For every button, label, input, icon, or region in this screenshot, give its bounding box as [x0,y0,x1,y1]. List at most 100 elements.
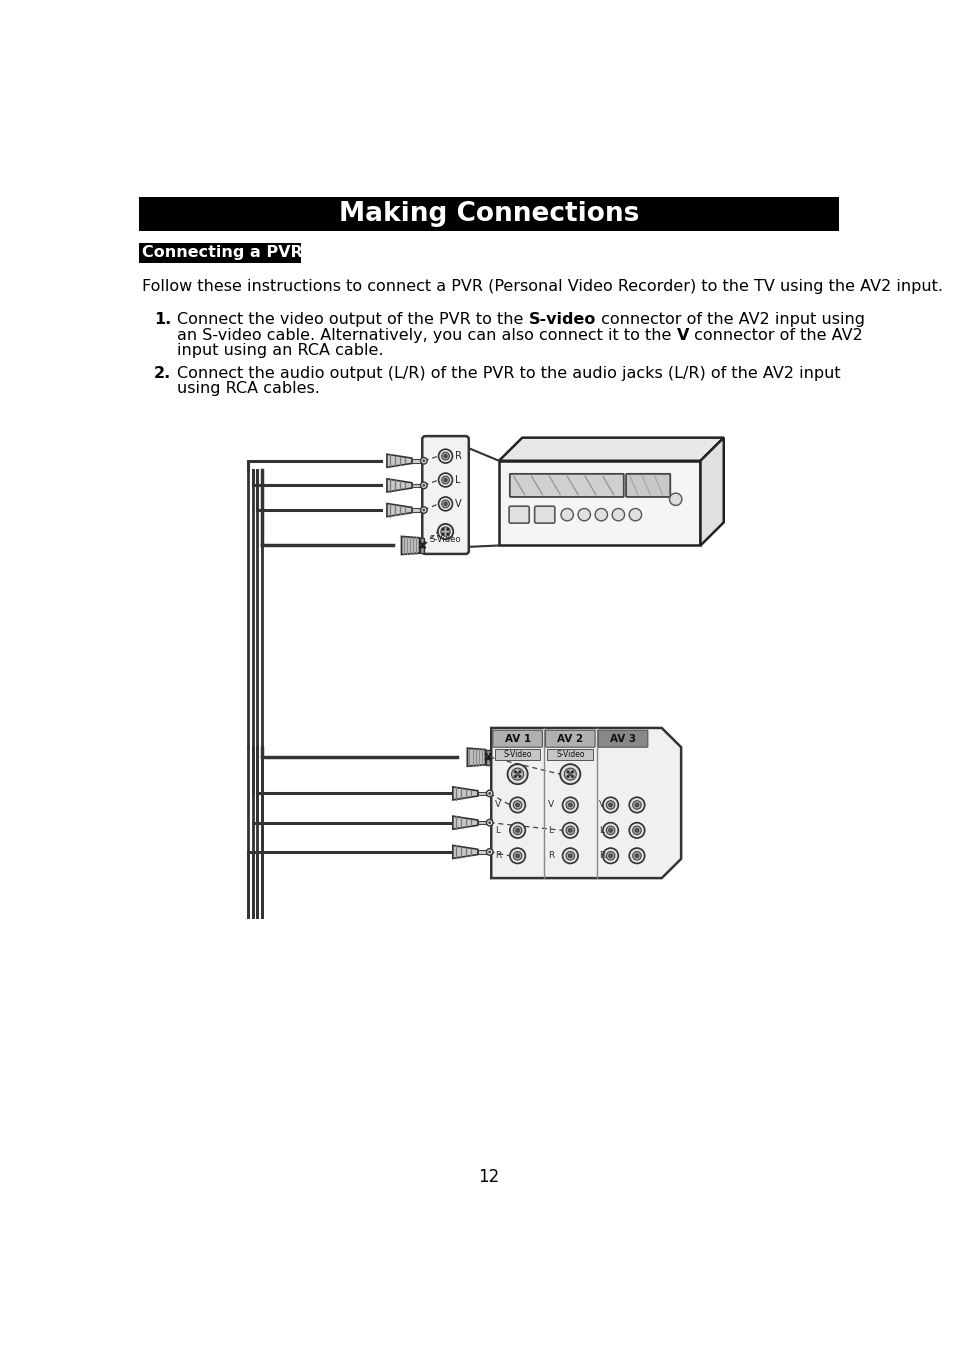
Text: R: R [455,451,461,462]
Circle shape [602,822,618,838]
Circle shape [440,526,450,536]
Circle shape [513,801,521,809]
Bar [138,243,301,263]
Polygon shape [419,537,423,554]
Circle shape [606,852,615,860]
Circle shape [486,849,493,855]
Circle shape [595,509,607,521]
Circle shape [511,768,523,780]
Polygon shape [387,479,412,491]
Text: 1.: 1. [154,312,172,327]
PathPatch shape [491,728,680,878]
Text: Connecting a PVR: Connecting a PVR [142,246,303,261]
Text: S-video: S-video [528,312,596,327]
Circle shape [566,775,569,778]
Text: S-Video: S-Video [556,751,584,759]
Text: L: L [547,826,552,834]
Polygon shape [467,748,485,767]
Polygon shape [700,437,723,545]
Circle shape [441,528,444,531]
Text: 12: 12 [477,1168,499,1185]
Circle shape [488,850,490,853]
Polygon shape [477,791,489,795]
Circle shape [486,790,493,796]
Circle shape [420,506,427,513]
Polygon shape [401,536,419,555]
Circle shape [509,848,525,864]
Circle shape [562,798,578,813]
Circle shape [632,801,640,809]
Circle shape [568,829,572,833]
Circle shape [562,848,578,864]
Circle shape [422,509,424,512]
Circle shape [422,460,424,462]
Text: using RCA cables.: using RCA cables. [177,382,320,397]
Circle shape [446,528,449,531]
Circle shape [420,482,427,489]
Circle shape [509,798,525,813]
Polygon shape [453,787,477,801]
Circle shape [629,822,644,838]
Text: V: V [455,500,461,509]
Circle shape [514,775,516,778]
Circle shape [441,533,444,535]
Polygon shape [412,459,423,463]
Circle shape [629,509,641,521]
Text: V: V [547,801,554,810]
Text: V: V [495,801,500,810]
Text: R: R [547,852,554,860]
FancyBboxPatch shape [534,506,555,524]
Circle shape [484,759,487,760]
Circle shape [602,798,618,813]
Polygon shape [477,850,489,853]
Text: R: R [598,852,604,860]
Circle shape [420,458,427,464]
Circle shape [422,485,424,486]
Circle shape [418,547,421,549]
Circle shape [632,826,640,834]
Circle shape [602,848,618,864]
Circle shape [516,829,519,833]
Circle shape [514,771,516,774]
Circle shape [438,450,452,463]
FancyBboxPatch shape [598,730,647,747]
Text: AV 1: AV 1 [504,734,530,744]
Circle shape [443,502,447,506]
Circle shape [423,547,425,549]
Polygon shape [387,504,412,517]
FancyBboxPatch shape [625,474,670,497]
Circle shape [565,826,574,834]
Circle shape [438,472,452,487]
FancyBboxPatch shape [547,749,593,760]
Circle shape [568,803,572,807]
Circle shape [488,822,490,824]
Polygon shape [412,509,423,512]
Polygon shape [485,749,489,765]
Circle shape [635,853,639,857]
Circle shape [562,822,578,838]
Polygon shape [453,817,477,829]
Text: Connect the video output of the PVR to the: Connect the video output of the PVR to t… [177,312,528,327]
Circle shape [513,852,521,860]
Polygon shape [412,483,423,487]
Circle shape [612,509,624,521]
Circle shape [516,772,518,776]
Circle shape [423,541,425,544]
Circle shape [635,803,639,807]
Text: L: L [455,475,460,485]
Text: V: V [677,328,688,343]
FancyBboxPatch shape [545,730,595,747]
Text: Follow these instructions to connect a PVR (Personal Video Recorder) to the TV u: Follow these instructions to connect a P… [142,279,943,294]
Circle shape [632,852,640,860]
Circle shape [568,772,571,776]
Circle shape [518,771,520,774]
Circle shape [484,753,487,756]
Circle shape [606,801,615,809]
FancyBboxPatch shape [422,436,468,554]
Text: R: R [495,852,501,860]
Text: 2.: 2. [154,366,172,381]
Bar [138,197,839,231]
Circle shape [559,764,579,784]
Text: connector of the AV2 input using: connector of the AV2 input using [596,312,864,327]
Circle shape [441,452,449,460]
